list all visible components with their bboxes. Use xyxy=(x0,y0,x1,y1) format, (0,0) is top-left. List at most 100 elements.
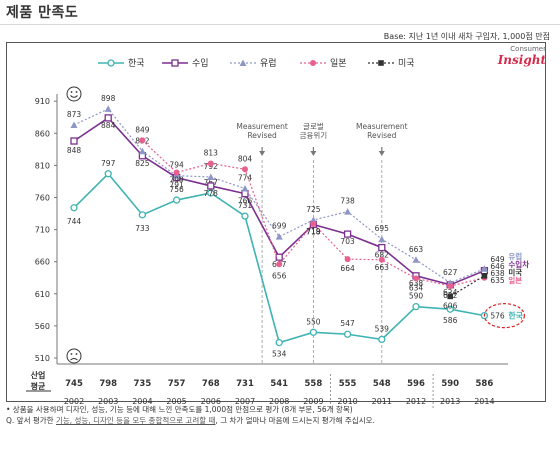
end-value: 649 xyxy=(490,255,505,264)
data-point xyxy=(70,204,78,212)
series-미국 xyxy=(447,273,488,300)
data-label: 663 xyxy=(409,245,424,254)
x-tick-label: 2005 xyxy=(166,397,186,406)
brand-line2: Insight xyxy=(497,53,546,67)
data-label: 799 xyxy=(169,175,184,184)
end-label: 수입차 xyxy=(508,259,529,269)
data-label: 586 xyxy=(443,316,458,325)
data-point xyxy=(241,212,249,220)
data-label: 898 xyxy=(101,94,116,103)
legend-marker xyxy=(171,59,179,67)
data-label: 794 xyxy=(169,161,184,170)
brand-logo: Consumer Insight xyxy=(497,45,546,67)
data-label: 873 xyxy=(67,110,82,119)
legend-marker xyxy=(378,60,384,66)
y-tick-label: 860 xyxy=(35,129,50,138)
x-tick-label: 2002 xyxy=(64,397,84,406)
data-point xyxy=(481,273,488,279)
annotation-arrowhead xyxy=(259,151,266,156)
legend-item-유럽: 유럽 xyxy=(230,58,277,69)
sad-face-icon xyxy=(66,348,82,364)
x-tick-label: 2007 xyxy=(235,397,255,406)
legend-item-한국: 한국 xyxy=(98,58,145,69)
y-tick-label: 510 xyxy=(35,354,50,363)
x-tick-label: 2004 xyxy=(132,397,152,406)
series-line xyxy=(141,139,485,287)
footnotes: • 상품을 사용하며 디자인, 성능, 기능 등에 대해 느낀 만족도를 1,0… xyxy=(6,404,554,426)
y-tick-label: 610 xyxy=(35,290,50,299)
industry-avg-value: 768 xyxy=(202,379,220,389)
data-point xyxy=(343,330,352,338)
data-label: 695 xyxy=(375,224,390,233)
end-label: 일본 xyxy=(508,275,522,285)
end-value: 635 xyxy=(490,276,505,285)
data-point xyxy=(275,253,283,261)
data-point xyxy=(173,169,180,176)
legend-label: 일본 xyxy=(330,58,347,69)
annotation-text: Revised xyxy=(367,131,397,140)
x-tick-label: 2008 xyxy=(269,397,289,406)
data-label: 884 xyxy=(101,121,116,130)
data-point xyxy=(446,305,454,313)
x-tick-label: 2014 xyxy=(474,397,494,406)
data-point xyxy=(480,265,488,272)
annotation-text: Measurement xyxy=(356,122,408,131)
industry-avg-value: 586 xyxy=(476,379,494,389)
end-value: 638 xyxy=(490,269,505,278)
x-tick-label: 2013 xyxy=(440,397,460,406)
y-tick-label: 560 xyxy=(35,322,50,331)
industry-avg-value: 731 xyxy=(236,379,254,389)
y-tick-label: 910 xyxy=(35,97,50,106)
happy-face-icon xyxy=(66,86,82,102)
data-label: 848 xyxy=(67,146,82,155)
legend-item-일본: 일본 xyxy=(300,58,347,69)
data-point xyxy=(412,302,420,311)
data-point xyxy=(207,173,215,180)
x-tick-label: 2010 xyxy=(337,397,357,406)
legend-marker xyxy=(107,59,115,67)
series-line xyxy=(449,275,485,297)
data-label: 774 xyxy=(238,174,253,183)
x-tick-label: 2009 xyxy=(303,397,323,406)
industry-avg-value: 757 xyxy=(168,379,186,389)
data-point xyxy=(343,230,352,238)
data-point xyxy=(378,256,385,263)
data-point xyxy=(275,233,283,240)
data-label: 738 xyxy=(340,197,355,206)
data-point xyxy=(172,196,181,204)
industry-avg-value: 541 xyxy=(270,379,288,389)
end-value: 576 xyxy=(490,312,505,321)
data-label: 550 xyxy=(306,317,321,326)
data-label: 766 xyxy=(238,197,253,206)
data-point xyxy=(344,208,352,215)
data-label: 663 xyxy=(375,263,390,272)
data-label: 719 xyxy=(306,227,321,236)
end-label: 한국 xyxy=(508,311,523,321)
data-label: 624 xyxy=(443,288,458,297)
data-point xyxy=(412,256,420,263)
industry-avg-value: 798 xyxy=(99,379,117,389)
legend-label: 수입 xyxy=(192,57,209,69)
data-label: 733 xyxy=(135,224,150,233)
data-label: 703 xyxy=(340,237,355,246)
end-label: 유럽 xyxy=(508,251,522,261)
data-label: 744 xyxy=(67,217,82,226)
data-point xyxy=(104,105,112,112)
base-note: Base: 지난 1년 이내 새차 구입자, 1,000점 만점 xyxy=(383,32,550,41)
data-label: 791 xyxy=(169,181,184,190)
page-title: 제품 만족도 xyxy=(6,5,79,21)
data-label: 656 xyxy=(272,271,287,280)
data-point xyxy=(344,256,351,263)
legend-marker xyxy=(239,59,247,66)
data-point xyxy=(378,243,386,252)
industry-avg-value: 555 xyxy=(339,379,357,389)
annotation-arrowhead xyxy=(378,151,385,156)
data-point xyxy=(207,189,215,197)
data-point xyxy=(70,121,78,128)
data-label: 606 xyxy=(443,301,458,310)
annotation-arrowhead xyxy=(310,151,317,156)
chart-frame xyxy=(6,42,546,402)
data-label: 627 xyxy=(443,268,458,277)
data-label: 534 xyxy=(272,350,287,359)
